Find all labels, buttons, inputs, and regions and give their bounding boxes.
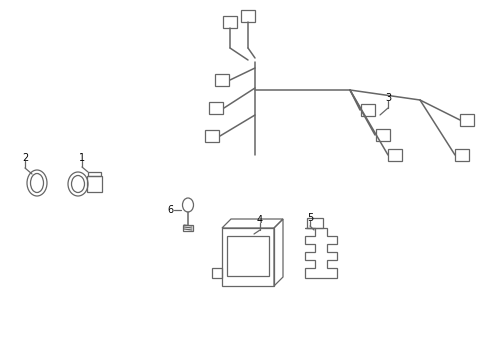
Text: 2: 2 (22, 153, 28, 163)
Bar (223, 16, 237, 28)
Bar (205, 130, 219, 142)
Text: 4: 4 (257, 215, 263, 225)
Bar (388, 149, 402, 161)
Bar (215, 74, 229, 86)
Bar (460, 114, 474, 126)
Text: 1: 1 (79, 153, 85, 163)
Text: 6: 6 (167, 205, 173, 215)
Text: 3: 3 (385, 93, 391, 103)
Bar (241, 10, 255, 22)
Bar (209, 102, 223, 114)
Bar (376, 129, 390, 141)
Text: 5: 5 (307, 213, 313, 223)
Bar (455, 149, 469, 161)
Bar (361, 104, 375, 116)
